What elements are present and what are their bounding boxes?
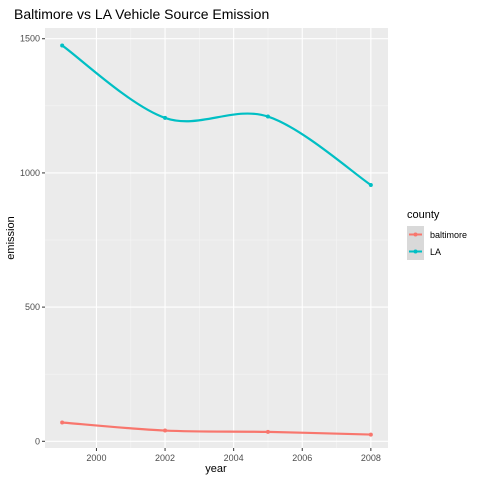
x-tick-label: 2008: [361, 453, 381, 463]
y-tick-label: 500: [25, 302, 40, 312]
data-point-la: [368, 182, 373, 187]
data-point-la: [265, 114, 270, 119]
x-tick-label: 2004: [224, 453, 244, 463]
data-point-la: [60, 43, 65, 48]
legend-label: LA: [430, 247, 441, 257]
grid-major: [45, 28, 388, 448]
data-point-baltimore: [368, 432, 373, 437]
x-tick-label: 2000: [86, 453, 106, 463]
series-line-baltimore: [61, 421, 372, 436]
plot-panel: [45, 28, 388, 448]
data-point-la: [163, 115, 168, 120]
legend: county baltimore LA: [407, 209, 467, 260]
series-line-la: [61, 44, 372, 187]
data-point-baltimore: [265, 429, 270, 434]
legend-key-point: [413, 232, 418, 237]
legend-key-point: [413, 249, 418, 254]
y-tick-label: 0: [35, 436, 40, 446]
chart-title: Baltimore vs LA Vehicle Source Emission: [14, 6, 269, 22]
x-axis-ticks: 2000 2002 2004 2006 2008: [86, 448, 381, 463]
data-point-baltimore: [163, 428, 168, 433]
legend-item-baltimore: baltimore: [407, 226, 467, 243]
y-tick-label: 1000: [20, 168, 40, 178]
x-tick-label: 2006: [292, 453, 312, 463]
y-axis-title: emission: [5, 216, 17, 259]
y-tick-label: 1500: [20, 34, 40, 44]
x-axis-title: year: [205, 463, 227, 475]
series-lines: [60, 43, 373, 437]
legend-title: county: [407, 209, 440, 221]
x-tick-label: 2002: [155, 453, 175, 463]
data-point-baltimore: [60, 420, 65, 425]
legend-label: baltimore: [430, 230, 467, 240]
legend-item-la: LA: [407, 243, 441, 260]
y-axis-ticks: 0 500 1000 1500: [20, 34, 45, 446]
